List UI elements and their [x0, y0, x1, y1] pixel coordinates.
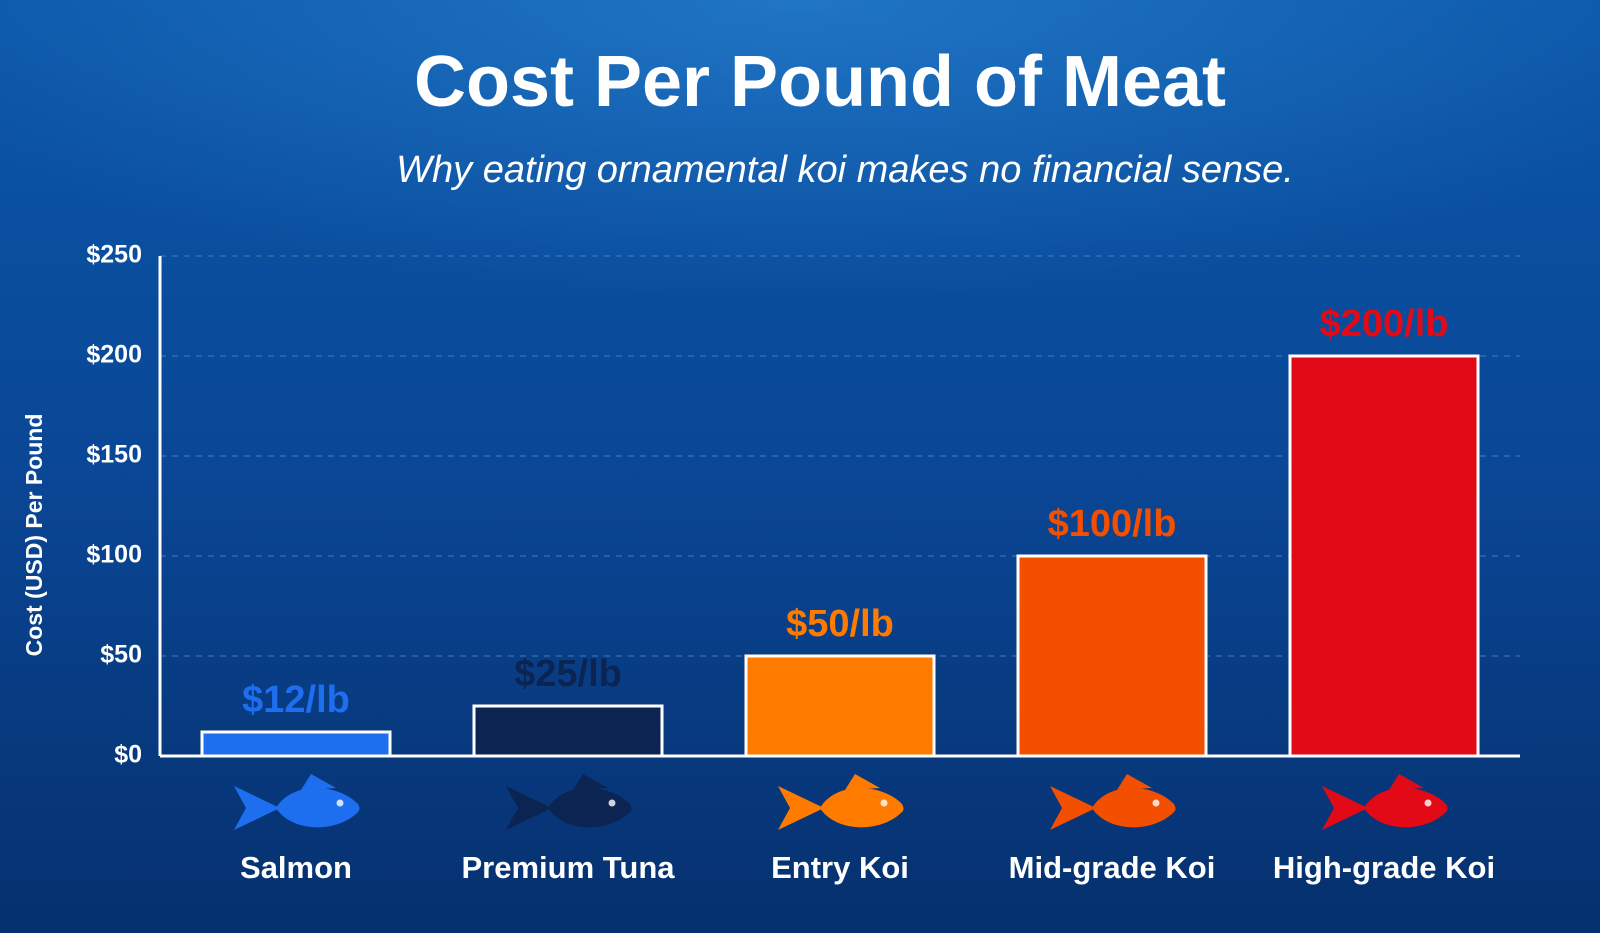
fish-part: [1117, 774, 1152, 790]
y-tick-label: $150: [86, 441, 142, 469]
fish-icon: [778, 774, 904, 830]
fish-part: [548, 787, 632, 828]
x-tick-label: Premium Tuna: [461, 850, 675, 885]
fish-part: [1424, 799, 1432, 807]
chart-subtitle: Why eating ornamental koi makes no finan…: [396, 149, 1294, 191]
x-tick-label: High-grade Koi: [1273, 850, 1495, 885]
fish-part: [820, 787, 904, 828]
chart-title: Cost Per Pound of Meat: [414, 42, 1226, 122]
fish-part: [1092, 787, 1176, 828]
fish-part: [336, 799, 344, 807]
fish-part: [1152, 799, 1160, 807]
fish-part: [1050, 786, 1096, 830]
fish-part: [845, 774, 880, 790]
value-label: $12/lb: [242, 679, 350, 721]
bar: [472, 704, 664, 758]
bar: [1288, 354, 1480, 758]
fish-part: [301, 774, 336, 790]
fish-part: [880, 799, 888, 807]
fish-icon: [1050, 774, 1176, 830]
bar: [200, 730, 392, 758]
fish-part: [608, 799, 616, 807]
bar: [744, 654, 936, 758]
value-label: $50/lb: [786, 603, 894, 645]
fish-part: [1322, 786, 1368, 830]
fish-part: [1389, 774, 1424, 790]
y-tick-label: $200: [86, 341, 142, 369]
value-label: $25/lb: [514, 653, 622, 695]
fish-part: [234, 786, 280, 830]
y-tick-label: $250: [86, 241, 142, 269]
fish-part: [573, 774, 608, 790]
fish-part: [276, 787, 360, 828]
value-label: $100/lb: [1048, 503, 1177, 545]
y-tick-label: $0: [114, 741, 142, 769]
fish-icon: [1322, 774, 1448, 830]
fish-icon: [506, 774, 632, 830]
y-axis-label: Cost (USD) Per Pound: [21, 414, 47, 657]
y-tick-label: $50: [100, 641, 142, 669]
fish-part: [778, 786, 824, 830]
bar: [1016, 554, 1208, 758]
value-label: $200/lb: [1320, 303, 1449, 345]
x-tick-label: Salmon: [240, 850, 352, 885]
x-tick-label: Entry Koi: [771, 850, 909, 885]
fish-icon: [234, 774, 360, 830]
fish-part: [1364, 787, 1448, 828]
y-tick-label: $100: [86, 541, 142, 569]
x-tick-label: Mid-grade Koi: [1009, 850, 1216, 885]
fish-part: [506, 786, 552, 830]
